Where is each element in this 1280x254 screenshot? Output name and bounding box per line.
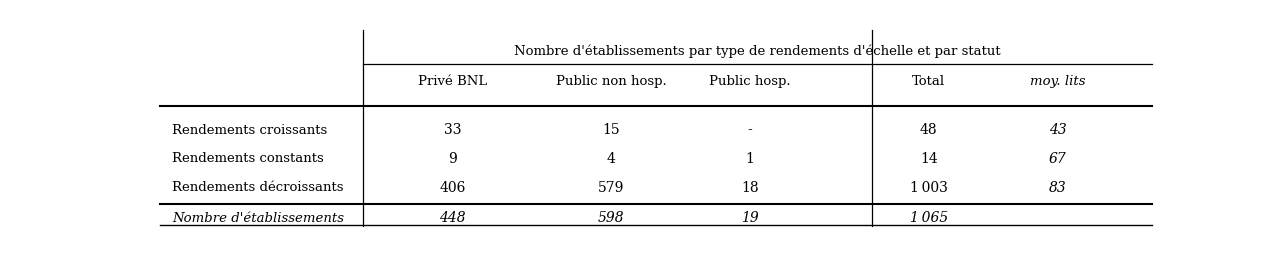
Text: Nombre d'établissements par type de rendements d'échelle et par statut: Nombre d'établissements par type de rend… xyxy=(515,44,1001,58)
Text: 1 065: 1 065 xyxy=(910,211,948,225)
Text: Public hosp.: Public hosp. xyxy=(709,75,791,88)
Text: Rendements croissants: Rendements croissants xyxy=(172,124,328,137)
Text: Nombre d'établissements: Nombre d'établissements xyxy=(172,212,344,225)
Text: 406: 406 xyxy=(439,181,466,195)
Text: 4: 4 xyxy=(607,152,616,166)
Text: 33: 33 xyxy=(444,123,461,137)
Text: 598: 598 xyxy=(598,211,625,225)
Text: 19: 19 xyxy=(741,211,759,225)
Text: 83: 83 xyxy=(1048,181,1066,195)
Text: 1 003: 1 003 xyxy=(910,181,947,195)
Text: Total: Total xyxy=(913,75,946,88)
Text: 9: 9 xyxy=(448,152,457,166)
Text: 67: 67 xyxy=(1048,152,1066,166)
Text: Public non hosp.: Public non hosp. xyxy=(556,75,667,88)
Text: 43: 43 xyxy=(1048,123,1066,137)
Text: Privé BNL: Privé BNL xyxy=(419,75,488,88)
Text: Rendements constants: Rendements constants xyxy=(172,152,324,165)
Text: 579: 579 xyxy=(598,181,625,195)
Text: 18: 18 xyxy=(741,181,759,195)
Text: 1: 1 xyxy=(746,152,755,166)
Text: 448: 448 xyxy=(439,211,466,225)
Text: 48: 48 xyxy=(920,123,938,137)
Text: Rendements décroissants: Rendements décroissants xyxy=(172,181,343,194)
Text: 14: 14 xyxy=(920,152,938,166)
Text: moy. lits: moy. lits xyxy=(1030,75,1085,88)
Text: -: - xyxy=(748,123,753,137)
Text: 15: 15 xyxy=(603,123,621,137)
